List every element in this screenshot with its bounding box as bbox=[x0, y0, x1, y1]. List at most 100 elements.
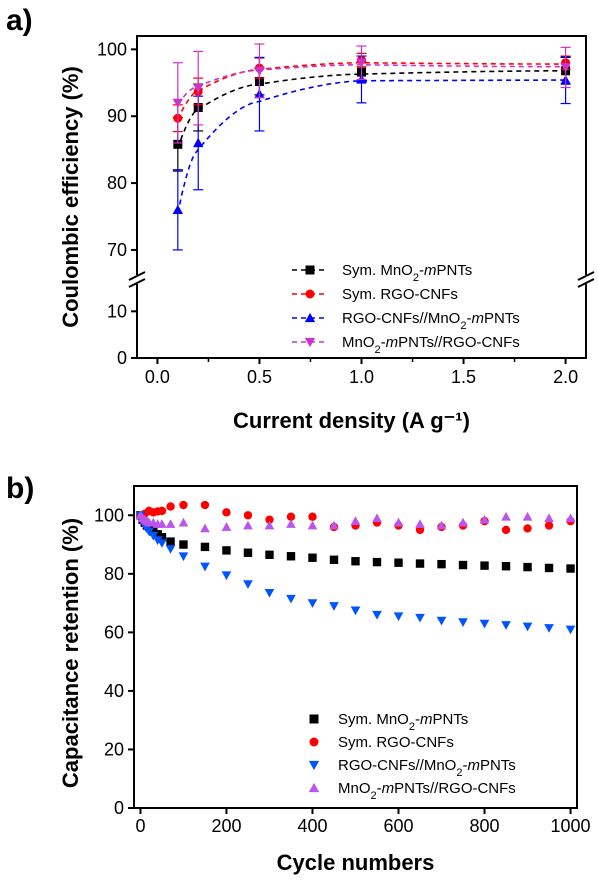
data-point bbox=[148, 531, 159, 541]
data-point bbox=[179, 500, 188, 510]
data-point bbox=[522, 622, 533, 632]
data-point bbox=[393, 612, 404, 622]
data-point bbox=[307, 599, 318, 608]
legend-label-part: 2 bbox=[409, 721, 415, 733]
fit-line bbox=[177, 79, 566, 214]
data-point bbox=[172, 98, 183, 109]
data-point bbox=[329, 555, 339, 564]
legend-a: Sym. MnO2-mPNTs Sym. RGO-CNFs RGO-CNFs//Mn… bbox=[292, 262, 520, 356]
data-point bbox=[479, 514, 490, 524]
x-tick-label: 400 bbox=[297, 816, 327, 836]
data-point bbox=[222, 508, 231, 517]
data-point bbox=[479, 619, 490, 629]
legend-label-part: m bbox=[386, 334, 399, 351]
data-point bbox=[480, 561, 489, 570]
axis-break-gap-left bbox=[129, 275, 143, 284]
legend-label-part: - bbox=[462, 757, 467, 774]
legend-marker bbox=[308, 760, 320, 771]
y-axis-title: Capacitance retention (%) bbox=[58, 518, 83, 788]
legend-label-part: MnO bbox=[338, 780, 371, 797]
legend-label-part: Sym. RGO-CNFs bbox=[342, 286, 458, 303]
legend-marker bbox=[304, 312, 316, 323]
plot-frame bbox=[133, 485, 578, 809]
y-tick-label: 100 bbox=[97, 39, 127, 59]
data-point bbox=[200, 500, 210, 510]
y-tick-label: 60 bbox=[104, 622, 124, 642]
data-point bbox=[356, 58, 367, 68]
data-point bbox=[523, 524, 532, 533]
legend-label-part: RGO-CNFs//MnO bbox=[342, 310, 460, 327]
data-point bbox=[329, 520, 339, 530]
legend-label: Sym. MnO2-mPNTs bbox=[342, 262, 472, 284]
data-point bbox=[178, 517, 189, 527]
data-point bbox=[193, 137, 204, 148]
legend-label-part: PNTs bbox=[432, 711, 468, 728]
data-point bbox=[243, 520, 253, 530]
legend-marker bbox=[304, 337, 316, 348]
legend-label-part: m bbox=[382, 780, 395, 797]
y-tick-label: 20 bbox=[104, 739, 124, 759]
legend-marker bbox=[305, 265, 315, 275]
data-point bbox=[179, 540, 188, 549]
data-point bbox=[372, 557, 382, 567]
data-point bbox=[308, 512, 317, 521]
legend-label-part: 2 bbox=[460, 320, 466, 332]
data-point bbox=[165, 519, 176, 528]
data-point bbox=[566, 564, 575, 573]
series-1 bbox=[172, 52, 571, 133]
data-point bbox=[351, 557, 360, 566]
data-point bbox=[560, 63, 571, 73]
axis-break-mark bbox=[128, 271, 146, 281]
legend-label-part: Sym. MnO bbox=[338, 711, 409, 728]
data-point bbox=[458, 618, 468, 627]
y-tick-label: 10 bbox=[107, 301, 127, 321]
data-point bbox=[153, 530, 162, 539]
data-point bbox=[436, 616, 447, 626]
data-point bbox=[264, 520, 275, 530]
x-tick-label: 800 bbox=[470, 816, 500, 836]
legend-marker bbox=[309, 714, 319, 724]
data-point bbox=[286, 552, 296, 561]
y-tick-label: 70 bbox=[107, 240, 127, 260]
data-point bbox=[372, 610, 382, 620]
data-point bbox=[501, 621, 511, 630]
data-point bbox=[544, 513, 554, 523]
legend-label-part: 2 bbox=[371, 790, 377, 802]
chart-panel-a: 0.0 0.5 1.0 1.5 2.0 0 10 70 80 90 100 Current densi… bbox=[58, 35, 595, 433]
data-point bbox=[200, 542, 210, 552]
data-point bbox=[264, 588, 275, 598]
data-point bbox=[372, 513, 382, 523]
data-point bbox=[243, 548, 253, 557]
legend-label-part: - bbox=[377, 780, 382, 797]
legend-label-part: 2 bbox=[413, 272, 419, 284]
data-point bbox=[307, 520, 318, 530]
data-point bbox=[544, 563, 554, 573]
data-point bbox=[393, 517, 404, 527]
data-point bbox=[565, 513, 576, 523]
data-point bbox=[157, 506, 167, 516]
x-tick-label: 200 bbox=[211, 816, 241, 836]
data-point bbox=[286, 512, 296, 521]
data-point bbox=[565, 625, 576, 635]
data-point bbox=[523, 562, 532, 572]
data-point bbox=[173, 139, 183, 149]
data-point bbox=[394, 558, 403, 567]
x-tick-label: 1.5 bbox=[451, 367, 476, 387]
data-point bbox=[501, 525, 511, 535]
data-point bbox=[501, 562, 511, 571]
data-point bbox=[149, 527, 158, 536]
legend-label-part: - bbox=[419, 262, 424, 279]
data-point bbox=[350, 516, 361, 525]
legend-label-part: MnO bbox=[342, 334, 375, 351]
data-point bbox=[329, 602, 339, 611]
data-point bbox=[286, 519, 296, 528]
legend-label: MnO2-mPNTs//RGO-CNFs bbox=[338, 780, 516, 802]
data-point bbox=[152, 536, 163, 545]
legend-label-part: Sym. RGO-CNFs bbox=[338, 734, 454, 751]
panel-a-label: a) bbox=[6, 4, 33, 37]
data-point bbox=[415, 613, 425, 623]
axis-break-mark bbox=[128, 278, 146, 288]
legend-label: Sym. RGO-CNFs bbox=[338, 734, 454, 751]
